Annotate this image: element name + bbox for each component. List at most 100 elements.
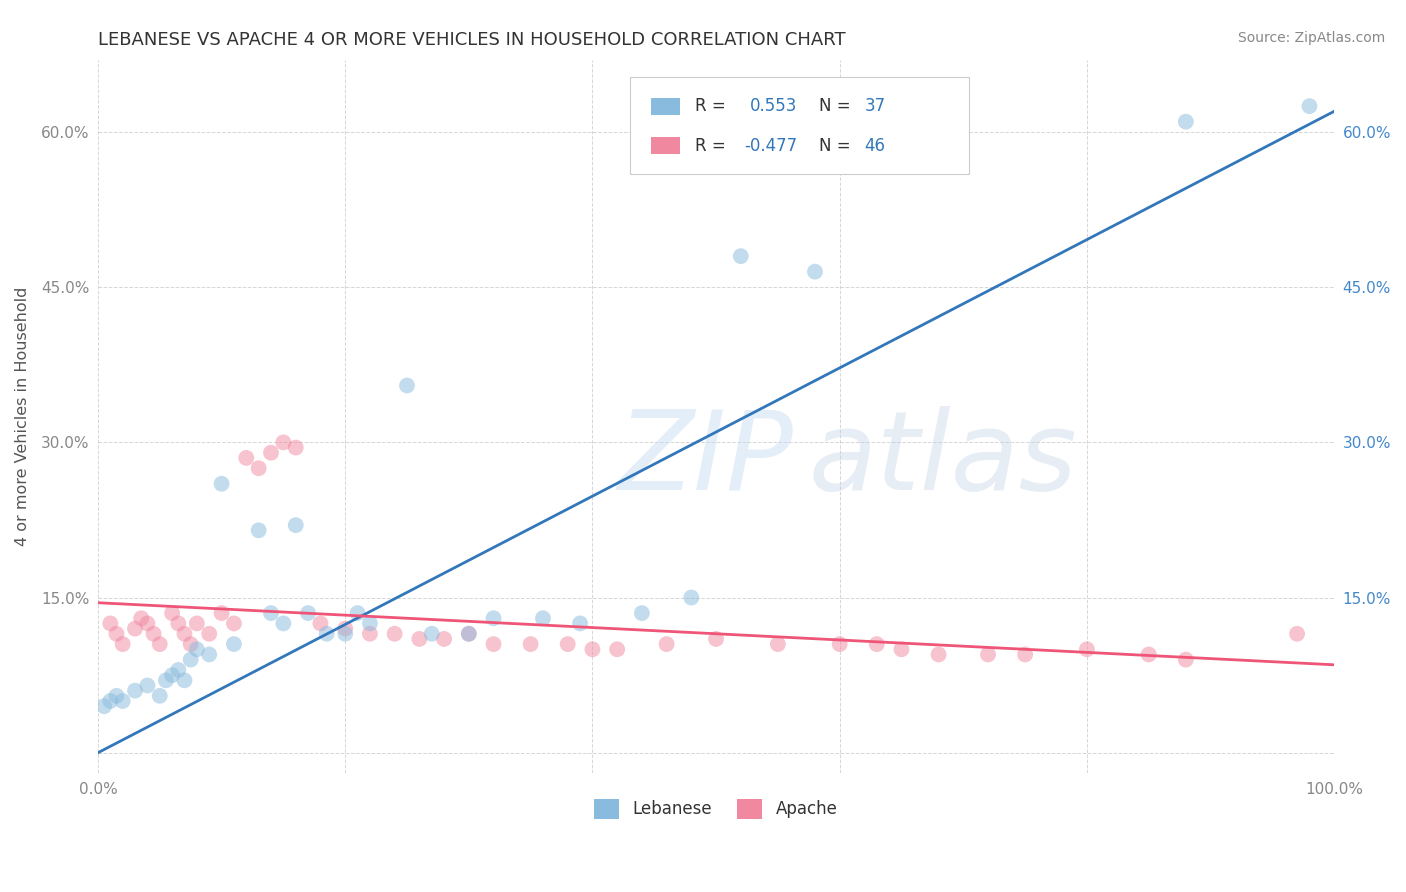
Point: [167, 616, 190, 631]
Point: [222, 616, 245, 631]
Point: [359, 627, 381, 641]
Point: [211, 476, 233, 491]
Point: [359, 616, 381, 631]
Point: [98, 694, 121, 708]
Point: [98, 616, 121, 631]
Point: [420, 627, 443, 641]
Point: [186, 642, 208, 657]
Point: [186, 616, 208, 631]
Text: 37: 37: [865, 97, 886, 115]
Point: [1298, 99, 1320, 113]
Text: LEBANESE VS APACHE 4 OR MORE VEHICLES IN HOUSEHOLD CORRELATION CHART: LEBANESE VS APACHE 4 OR MORE VEHICLES IN…: [98, 31, 846, 49]
Point: [519, 637, 541, 651]
Point: [730, 249, 752, 263]
Point: [273, 435, 295, 450]
Point: [928, 648, 950, 662]
Point: [129, 611, 152, 625]
Text: R =: R =: [695, 136, 725, 154]
Point: [346, 606, 368, 620]
Text: ZIP: ZIP: [617, 406, 793, 513]
Text: 0.553: 0.553: [749, 97, 797, 115]
Point: [531, 611, 554, 625]
Point: [180, 652, 202, 666]
Point: [335, 622, 357, 636]
Text: -0.477: -0.477: [745, 136, 797, 154]
Point: [222, 637, 245, 651]
Point: [111, 637, 134, 651]
Point: [482, 637, 505, 651]
Point: [681, 591, 703, 605]
Point: [124, 683, 146, 698]
Point: [260, 446, 283, 460]
Point: [457, 627, 479, 641]
Point: [309, 616, 332, 631]
Point: [433, 632, 456, 646]
Point: [606, 642, 628, 657]
FancyBboxPatch shape: [630, 78, 970, 174]
Point: [866, 637, 889, 651]
Point: [1174, 652, 1197, 666]
Point: [180, 637, 202, 651]
Point: [136, 678, 159, 692]
Point: [631, 606, 654, 620]
Point: [260, 606, 283, 620]
Point: [335, 627, 357, 641]
Point: [1076, 642, 1098, 657]
Point: [581, 642, 603, 657]
Point: [149, 637, 172, 651]
Point: [284, 441, 307, 455]
Point: [167, 663, 190, 677]
Point: [173, 627, 195, 641]
Text: N =: N =: [818, 97, 851, 115]
Point: [105, 627, 128, 641]
Point: [124, 622, 146, 636]
Point: [395, 378, 418, 392]
Point: [155, 673, 177, 688]
Point: [105, 689, 128, 703]
Point: [235, 450, 257, 465]
Point: [247, 524, 270, 538]
Point: [142, 627, 165, 641]
Text: R =: R =: [695, 97, 725, 115]
Point: [408, 632, 430, 646]
Text: atlas: atlas: [808, 406, 1077, 513]
Text: N =: N =: [818, 136, 851, 154]
Bar: [651, 98, 681, 115]
Point: [890, 642, 912, 657]
Point: [284, 518, 307, 533]
Point: [977, 648, 1000, 662]
Point: [1174, 114, 1197, 128]
Point: [1137, 648, 1160, 662]
Text: 46: 46: [865, 136, 886, 154]
Point: [828, 637, 851, 651]
Point: [211, 606, 233, 620]
Point: [160, 668, 183, 682]
Point: [384, 627, 406, 641]
Point: [655, 637, 678, 651]
Point: [569, 616, 592, 631]
Point: [1014, 648, 1036, 662]
Point: [457, 627, 479, 641]
Point: [247, 461, 270, 475]
Point: [273, 616, 295, 631]
Point: [804, 265, 827, 279]
Point: [704, 632, 727, 646]
Point: [1286, 627, 1309, 641]
Point: [160, 606, 183, 620]
Point: [93, 699, 115, 714]
Point: [136, 616, 159, 631]
Point: [198, 648, 221, 662]
Point: [173, 673, 195, 688]
Point: [557, 637, 579, 651]
Point: [766, 637, 789, 651]
Legend: Lebanese, Apache: Lebanese, Apache: [588, 792, 845, 826]
Bar: [651, 137, 681, 154]
Y-axis label: 4 or more Vehicles in Household: 4 or more Vehicles in Household: [15, 287, 30, 546]
Point: [315, 627, 337, 641]
Point: [482, 611, 505, 625]
Point: [111, 694, 134, 708]
Point: [297, 606, 319, 620]
Point: [149, 689, 172, 703]
Point: [198, 627, 221, 641]
Text: Source: ZipAtlas.com: Source: ZipAtlas.com: [1237, 31, 1385, 45]
